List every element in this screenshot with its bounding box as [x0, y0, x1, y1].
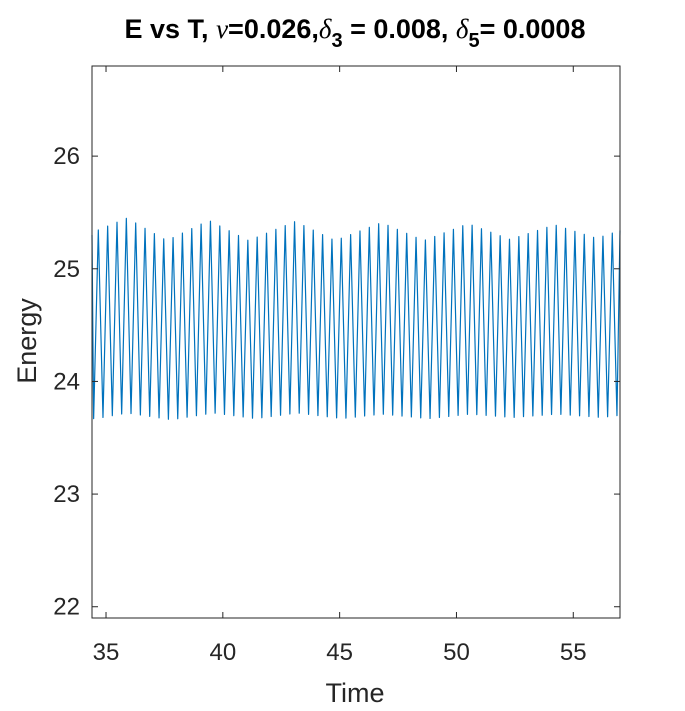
title-delta3-subscript: 3	[331, 30, 342, 52]
y-axis-ticks: 22 23 24 25 26	[53, 143, 620, 621]
x-tick-label: 35	[93, 639, 120, 666]
title-delta5-value: = 0.0008	[480, 14, 586, 44]
x-tick-label: 50	[443, 639, 470, 666]
title-prefix: E vs T,	[125, 14, 217, 44]
x-axis-ticks: 35 40 45 50 55	[93, 66, 587, 666]
plot-frame	[91, 65, 621, 619]
title-delta5-symbol: δ	[456, 14, 469, 44]
title-nu-value: =0.026,	[228, 14, 319, 44]
chart-title: E vs T, ν=0.026,δ3 = 0.008, δ5= 0.0008	[125, 14, 586, 52]
y-tick-label: 24	[53, 368, 80, 395]
y-tick-label: 23	[53, 481, 80, 508]
y-axis-label: Energy	[12, 298, 42, 384]
series-group	[91, 217, 621, 420]
title-delta3-value: = 0.008,	[343, 14, 456, 44]
y-tick-label: 26	[53, 143, 80, 170]
x-axis-label: Time	[326, 678, 385, 708]
title-delta3-symbol: δ	[319, 14, 332, 44]
title-nu-symbol: ν	[216, 14, 228, 44]
y-tick-label: 25	[53, 256, 80, 283]
x-tick-label: 45	[326, 639, 353, 666]
x-tick-label: 40	[209, 639, 236, 666]
title-delta5-subscript: 5	[468, 30, 479, 52]
energy-series-line	[91, 217, 621, 420]
x-tick-label: 55	[560, 639, 587, 666]
y-tick-label: 22	[53, 594, 80, 621]
